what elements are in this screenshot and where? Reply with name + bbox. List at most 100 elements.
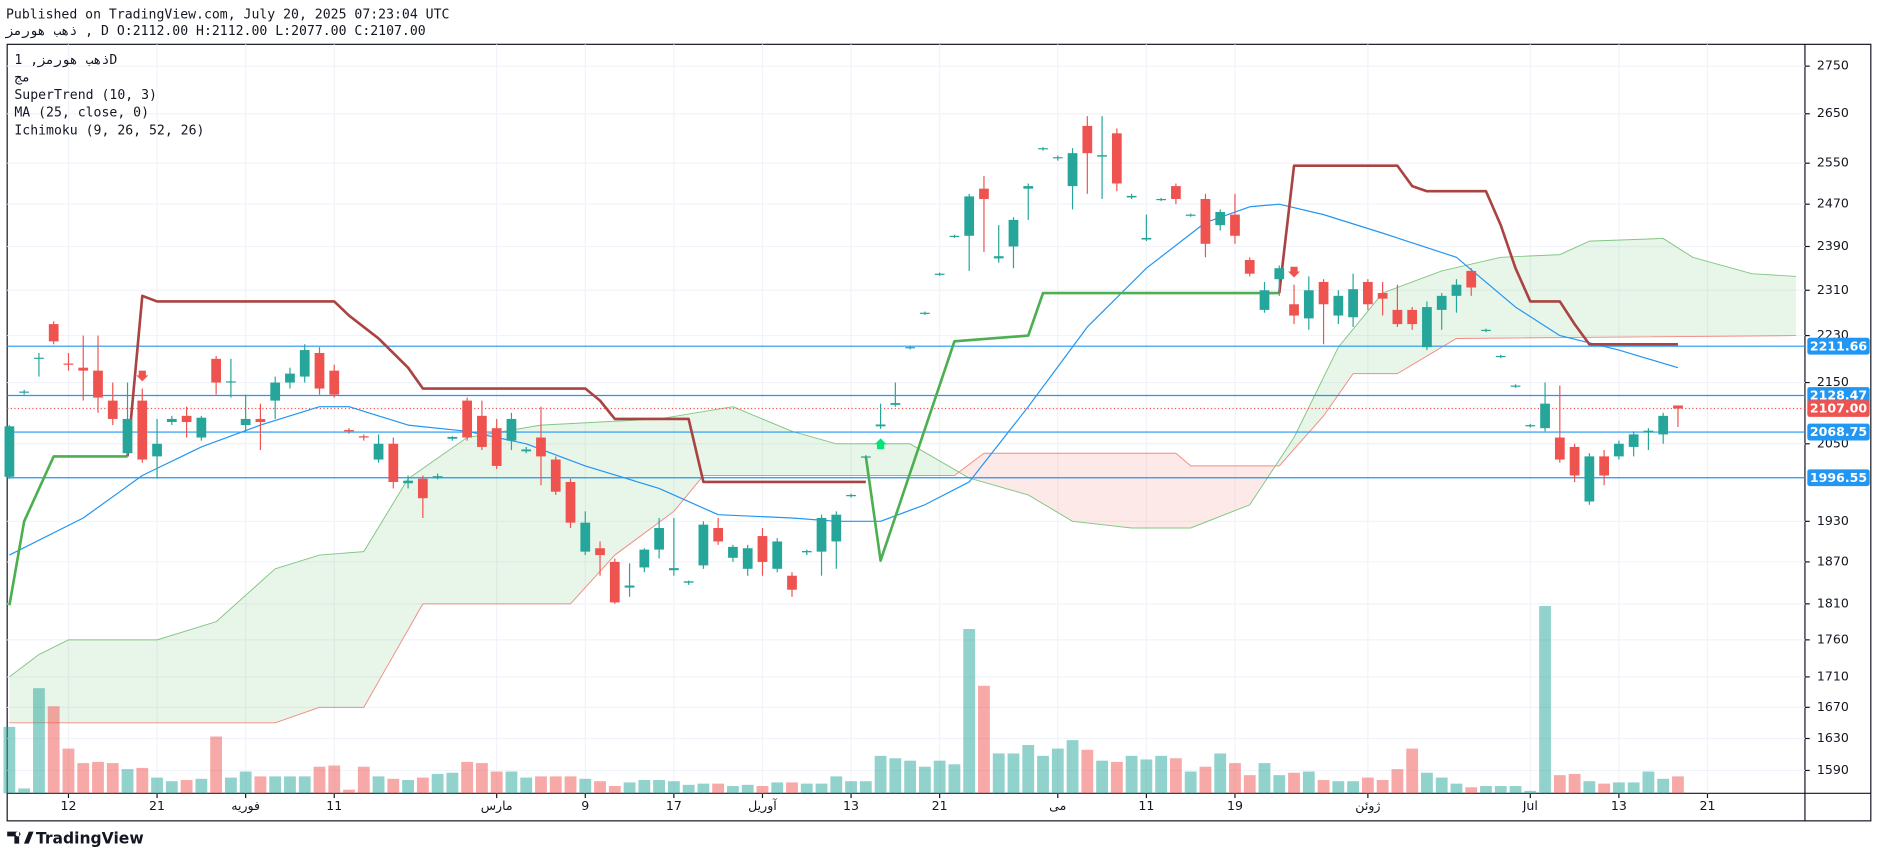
volume-bar bbox=[1553, 775, 1566, 794]
y-tick-label: 2310 bbox=[1817, 282, 1849, 297]
volume-bar bbox=[372, 776, 385, 794]
candle-body bbox=[1392, 309, 1403, 325]
price-badge bbox=[1807, 469, 1870, 487]
candle-body bbox=[713, 528, 724, 542]
candle-body bbox=[1126, 195, 1137, 198]
y-tick-label: 2550 bbox=[1817, 155, 1849, 170]
volume-bar bbox=[284, 776, 296, 794]
volume-bar bbox=[608, 786, 621, 794]
volume-bar bbox=[535, 776, 547, 794]
candle-body bbox=[211, 358, 221, 383]
candle-body bbox=[1111, 133, 1122, 184]
volume-bar bbox=[859, 781, 872, 794]
candle-body bbox=[491, 428, 502, 466]
volume-bar bbox=[786, 782, 798, 794]
volume-bar bbox=[1480, 786, 1492, 794]
candle-body bbox=[1333, 295, 1344, 316]
volume-bar bbox=[1170, 758, 1182, 794]
volume-bar bbox=[180, 780, 193, 794]
price-badge bbox=[1807, 387, 1870, 404]
candle-body bbox=[1540, 403, 1550, 429]
legend-entry: Ichimoku (9, 26, 52, 26) bbox=[14, 123, 204, 138]
candle-body bbox=[373, 443, 384, 460]
x-tick-label: 21 bbox=[149, 798, 165, 813]
volume-bar bbox=[1583, 781, 1596, 794]
y-tick-label: 1630 bbox=[1817, 730, 1849, 745]
brand-name: TradingView bbox=[36, 829, 144, 847]
published-line: Published on TradingView.com, July 20, 2… bbox=[6, 7, 449, 22]
cloud-fill bbox=[9, 406, 962, 723]
volume-bar bbox=[1435, 777, 1448, 794]
candle-body bbox=[787, 575, 797, 590]
volume-bar bbox=[1096, 760, 1108, 794]
x-tick-label: آوریل bbox=[748, 798, 777, 814]
volume-bar bbox=[343, 789, 355, 794]
candle-body bbox=[1023, 186, 1034, 189]
candle-body bbox=[1362, 281, 1373, 305]
volume-bar bbox=[490, 771, 503, 794]
volume-bar bbox=[978, 685, 990, 794]
candle-body bbox=[1495, 355, 1506, 358]
candle-body bbox=[34, 357, 44, 359]
candle-body bbox=[432, 476, 443, 479]
volume-bar bbox=[1509, 786, 1522, 794]
candle-body bbox=[609, 561, 620, 603]
volume-bar bbox=[1524, 790, 1537, 794]
cloud-fill bbox=[1275, 238, 1797, 466]
candle-body bbox=[1067, 153, 1078, 187]
volume-bar bbox=[1332, 781, 1345, 794]
candle-body bbox=[255, 418, 266, 423]
candle-body bbox=[1289, 304, 1299, 316]
volume-bar bbox=[874, 755, 887, 794]
volume-bar bbox=[476, 763, 488, 794]
candle-body bbox=[1008, 219, 1019, 247]
candle-body bbox=[964, 196, 975, 236]
volume-bar bbox=[18, 788, 31, 794]
volume-bar bbox=[904, 760, 917, 794]
supertrend-line bbox=[126, 164, 1678, 484]
price-badge bbox=[1807, 400, 1870, 417]
volume-bar bbox=[889, 758, 902, 794]
candle-body bbox=[1377, 293, 1388, 299]
volume-bar bbox=[712, 783, 725, 794]
volume-bar bbox=[254, 776, 267, 794]
volume-bar bbox=[328, 765, 341, 794]
candle-body bbox=[1407, 309, 1418, 325]
candle-body bbox=[846, 494, 856, 497]
volume-bar bbox=[815, 783, 828, 794]
candle-body bbox=[1230, 214, 1240, 236]
candle-body bbox=[1052, 157, 1063, 159]
candle-body bbox=[1436, 295, 1447, 310]
volume-bar bbox=[387, 778, 400, 794]
volume-bar bbox=[1125, 755, 1138, 794]
candle-body bbox=[993, 256, 1004, 259]
y-tick-label: 2750 bbox=[1817, 58, 1849, 73]
candle-body bbox=[1215, 212, 1226, 226]
volume-bar bbox=[520, 777, 533, 794]
volume-bar bbox=[357, 766, 370, 794]
x-tick-label: 21 bbox=[1699, 798, 1715, 813]
volume-bar bbox=[1627, 782, 1640, 794]
volume-bar bbox=[1007, 753, 1020, 794]
ohlc-line: ذهب هورمز , D O:2112.00 H:2112.00 L:2077… bbox=[4, 24, 426, 39]
volume-bar bbox=[1657, 778, 1670, 794]
volume-bar bbox=[1037, 755, 1049, 794]
candle-body bbox=[683, 581, 694, 583]
volume-bar bbox=[416, 777, 429, 794]
candle-body bbox=[417, 478, 428, 499]
volume-bar bbox=[623, 782, 636, 794]
candle-body bbox=[122, 418, 133, 454]
candle-body bbox=[1525, 425, 1536, 427]
candle-body bbox=[447, 436, 458, 439]
candle-body bbox=[1156, 198, 1167, 201]
volume-bar bbox=[1066, 740, 1079, 794]
candle-body bbox=[403, 480, 413, 484]
volume-bar bbox=[918, 766, 931, 794]
legend-entry: ذهب هورمز, 1D bbox=[14, 53, 117, 68]
volume-bar bbox=[682, 784, 695, 794]
candle-body bbox=[536, 437, 546, 457]
candle-body bbox=[1643, 430, 1654, 433]
